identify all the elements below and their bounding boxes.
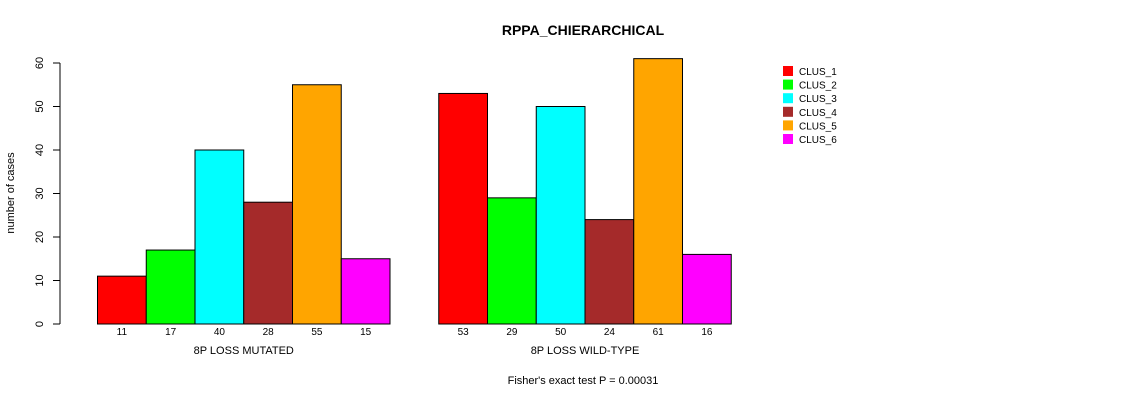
legend-label: CLUS_6	[799, 135, 837, 146]
bar-clus-2	[145, 249, 196, 325]
bar-count-label: 24	[604, 327, 616, 338]
legend-swatch	[783, 79, 793, 90]
legend: CLUS_1 CLUS_2 CLUS_3 CLUS_4 CLUS_5 CLUS_6	[783, 66, 837, 146]
legend-label: CLUS_4	[799, 108, 837, 119]
bar-count-label: 11	[117, 327, 128, 338]
bar-clus-4	[243, 201, 293, 325]
legend-swatch	[783, 134, 793, 144]
y-axis-label: number of cases	[5, 152, 17, 234]
group-label: 8P LOSS MUTATED	[194, 345, 294, 357]
legend-label: CLUS_3	[799, 94, 837, 105]
bar-count-label: 15	[360, 327, 372, 338]
legend-label: CLUS_5	[799, 121, 837, 132]
legend-swatch	[783, 93, 793, 104]
bar-count-label: 40	[214, 327, 226, 338]
bar-count-label: 55	[311, 327, 323, 338]
bar-count-label: 53	[458, 327, 470, 338]
legend-swatch	[783, 106, 793, 117]
bar-count-label: 17	[165, 327, 177, 338]
chart-title: RPPA_CHIERARCHICAL	[502, 22, 665, 38]
bar-clus-4	[584, 219, 635, 325]
legend-label: CLUS_1	[799, 67, 837, 78]
bar-clus-6	[340, 258, 391, 325]
bar-clus-5	[292, 84, 342, 325]
bar-clus-1	[438, 92, 488, 325]
bars	[97, 58, 732, 325]
bar-clus-3	[535, 106, 586, 325]
y-tick-label: 20	[34, 231, 46, 243]
group-label: 8P LOSS WILD-TYPE	[531, 345, 640, 357]
bar-clus-3	[194, 149, 245, 325]
bar-clus-6	[682, 253, 732, 325]
bar-count-label: 61	[653, 327, 665, 338]
bar-count-label: 50	[555, 327, 567, 338]
y-tick-label: 40	[34, 144, 46, 156]
legend-swatch	[783, 120, 793, 131]
y-tick-label: 60	[34, 57, 46, 69]
bar-count-label: 29	[506, 327, 518, 338]
y-tick-label: 50	[34, 100, 46, 112]
y-tick-label: 0	[34, 321, 46, 327]
bar-count-label: 28	[263, 327, 275, 338]
legend-swatch	[783, 66, 793, 76]
y-axis: 0 10 20 30 40 50 60	[34, 57, 61, 327]
bar-clus-5	[633, 58, 683, 325]
bar-clus-1	[97, 275, 147, 325]
legend-label: CLUS_2	[799, 81, 837, 92]
count-labels: 11 17 40 28 55 15 53 29 50 24 61 16	[117, 327, 713, 338]
fisher-test-footer: Fisher's exact test P = 0.00031	[508, 375, 659, 387]
bar-clus-2	[487, 197, 537, 325]
bar-count-label: 16	[701, 327, 713, 338]
group-labels: 8P LOSS MUTATED 8P LOSS WILD-TYPE	[194, 345, 640, 357]
y-tick-label: 30	[34, 187, 46, 199]
y-tick-label: 10	[34, 274, 46, 286]
